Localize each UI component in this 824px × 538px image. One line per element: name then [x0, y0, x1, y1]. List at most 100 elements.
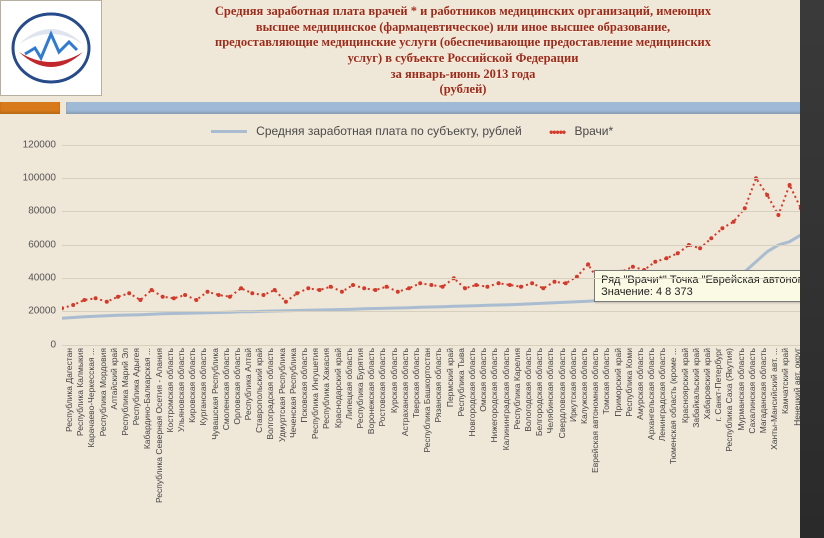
series-b-marker: [262, 293, 266, 297]
y-tick-label: 0: [8, 339, 56, 350]
tooltip: Ряд "Врачи*" Точка "Еврейская автономная…: [594, 270, 824, 302]
x-tick-label: Волгоградская область: [265, 348, 275, 440]
x-tick-label: Иркутская область: [568, 348, 578, 422]
series-b-marker: [776, 213, 780, 217]
x-tick-label: Свердловская область: [557, 348, 567, 438]
series-b-marker: [373, 288, 377, 292]
series-b-marker: [765, 193, 769, 197]
y-tick-label: 120000: [8, 139, 56, 150]
x-tick-label: Республика Бурятия: [355, 348, 365, 428]
x-tick-label: Республика Хакасия: [321, 348, 331, 429]
x-tick-label: Вологодская область: [523, 348, 533, 432]
series-b-marker: [138, 298, 142, 302]
series-b-marker: [329, 284, 333, 288]
series-b-marker: [698, 246, 702, 250]
x-tick-label: Рязанская область: [433, 348, 443, 423]
series-b-marker: [105, 299, 109, 303]
grid-line: [62, 311, 812, 312]
series-b-marker: [161, 294, 165, 298]
x-tick-label: Республика Адыгея: [131, 348, 141, 425]
series-b-marker: [127, 291, 131, 295]
series-b-marker: [217, 293, 221, 297]
series-b-marker: [362, 286, 366, 290]
grid-line: [62, 145, 812, 146]
plot-area: Ряд "Врачи*" Точка "Еврейская автономная…: [62, 145, 812, 346]
x-tick-label: Орловская область: [232, 348, 242, 425]
x-axis: Республика ДагестанРеспублика КалмыкияКа…: [62, 346, 812, 526]
series-b-marker: [284, 299, 288, 303]
x-tick-label: Приморский край: [613, 348, 623, 417]
series-b-marker: [709, 236, 713, 240]
series-b-marker: [273, 288, 277, 292]
series-b-marker: [206, 289, 210, 293]
y-tick-label: 40000: [8, 272, 56, 283]
x-tick-label: Сахалинская область: [747, 348, 757, 434]
x-tick-label: Тверская область: [411, 348, 421, 418]
x-tick-label: Калужская область: [579, 348, 589, 424]
x-tick-label: Калининградская область: [501, 348, 511, 450]
series-b-marker: [586, 262, 590, 266]
x-tick-label: Чеченская Республика: [288, 348, 298, 438]
x-tick-label: Белгородская область: [534, 348, 544, 436]
x-tick-label: Кабардино-Балкарская ...: [142, 348, 152, 449]
tooltip-line2: Значение: 4 8 373: [601, 286, 693, 298]
accent-bar: [0, 102, 824, 114]
header: Средняя заработная плата врачей * и рабо…: [0, 0, 824, 100]
series-b-marker: [306, 286, 310, 290]
series-b-marker: [541, 286, 545, 290]
x-tick-label: Амурская область: [635, 348, 645, 420]
series-b-marker: [318, 288, 322, 292]
title-line: высшее медицинское (фармацевтическое) ил…: [110, 20, 816, 36]
x-tick-label: Чувашская Республика: [210, 348, 220, 440]
series-b-marker: [228, 294, 232, 298]
x-tick-label: Нижегородская область: [489, 348, 499, 443]
title-line: Средняя заработная плата врачей * и рабо…: [110, 4, 816, 20]
x-tick-label: Смоленская область: [221, 348, 231, 430]
x-tick-label: Республика Саха (Якутия): [724, 348, 734, 452]
series-b-marker: [676, 251, 680, 255]
title-line: за январь-июнь 2013 года: [110, 67, 816, 83]
chart: Средняя заработная плата по субъекту, ру…: [8, 120, 816, 526]
x-tick-label: Карачаево-Черкесская ...: [86, 348, 96, 448]
y-tick-label: 60000: [8, 239, 56, 250]
x-tick-label: Республика Карелия: [512, 348, 522, 430]
series-b-marker: [519, 284, 523, 288]
series-b-marker: [183, 293, 187, 297]
x-tick-label: Республика Мордовия: [98, 348, 108, 436]
series-b-marker: [194, 298, 198, 302]
x-tick-label: Республика Дагестан: [64, 348, 74, 432]
accent-orange: [0, 102, 60, 114]
x-tick-label: Забайкальский край: [691, 348, 701, 428]
x-tick-label: Республика Калмыкия: [75, 348, 85, 436]
x-tick-label: Курганская область: [198, 348, 208, 426]
series-b-marker: [239, 286, 243, 290]
x-tick-label: Пермский край: [445, 348, 455, 407]
legend: Средняя заработная плата по субъекту, ру…: [8, 120, 816, 145]
series-b-marker: [295, 291, 299, 295]
x-tick-label: Мурманская область: [736, 348, 746, 431]
logo: [0, 0, 102, 96]
series-b-marker: [463, 286, 467, 290]
series-b-marker: [429, 283, 433, 287]
x-tick-label: Астраханская область: [400, 348, 410, 436]
x-tick-label: Республика Башкортостан: [422, 348, 432, 453]
grid-line: [62, 178, 812, 179]
x-tick-label: Еврейская автономная область: [590, 348, 600, 473]
grid-line: [62, 245, 812, 246]
x-tick-label: Ульяновская область: [176, 348, 186, 432]
series-b-marker: [474, 283, 478, 287]
x-tick-label: Красноярский край: [680, 348, 690, 423]
series-b-marker: [553, 279, 557, 283]
series-b-marker: [653, 259, 657, 263]
x-tick-label: Республика Северная Осетия - Алания: [154, 348, 164, 503]
series-b-marker: [340, 289, 344, 293]
x-tick-label: Липецкая область: [344, 348, 354, 420]
series-b-marker: [172, 296, 176, 300]
x-tick-label: Псковская область: [299, 348, 309, 423]
x-tick-label: Алтайский край: [109, 348, 119, 410]
series-b-marker: [508, 283, 512, 287]
page-title: Средняя заработная плата врачей * и рабо…: [102, 0, 824, 100]
series-b-marker: [150, 288, 154, 292]
x-tick-label: Ханты-Мансийский авт. ...: [769, 348, 779, 450]
y-tick-label: 80000: [8, 206, 56, 217]
